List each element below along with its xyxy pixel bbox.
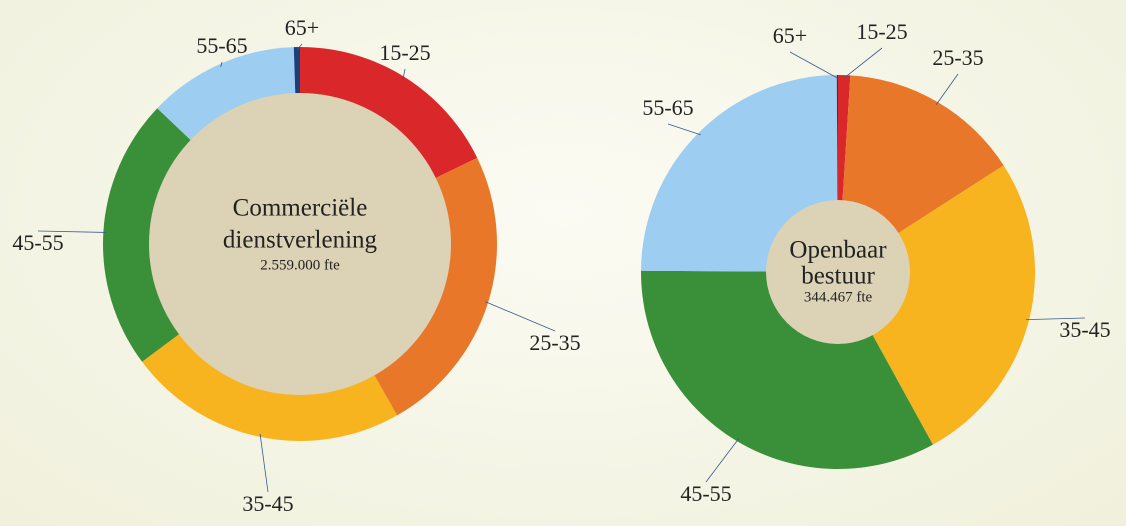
leader-line (1026, 317, 1086, 321)
center-disc (766, 200, 910, 344)
leader-line (296, 43, 303, 51)
center-label: Commerciële (233, 195, 368, 222)
slice-label: 55-65 (196, 33, 247, 58)
leader-line (220, 61, 223, 68)
leader-line (705, 438, 740, 483)
slice-label: 65+ (285, 15, 319, 40)
leader-line (485, 301, 556, 332)
slice-label: 25-35 (932, 45, 983, 70)
center-total: 344.467 fte (804, 289, 873, 305)
center-label: Openbaar (789, 237, 887, 264)
leader-line (935, 73, 959, 105)
slice-label: 65+ (773, 23, 807, 48)
leader-line (37, 230, 107, 233)
slice-label: 35-45 (242, 491, 293, 516)
leader-line (789, 51, 838, 79)
slice-label: 55-65 (642, 95, 693, 120)
slice (838, 165, 1035, 445)
center-label: dienstverlening (223, 227, 378, 254)
center-disc (149, 93, 451, 395)
leader-line (843, 47, 883, 79)
slice-label: 45-55 (12, 230, 63, 255)
center-label: bestuur (801, 263, 875, 290)
slice-label: 15-25 (379, 40, 430, 65)
leader-line (667, 123, 701, 136)
slice-label: 25-35 (529, 330, 580, 355)
leader-line (402, 68, 406, 80)
leader-line (259, 433, 269, 493)
center-total: 2.559.000 fte (260, 257, 340, 273)
slice-label: 35-45 (1059, 317, 1110, 342)
slice-label: 15-25 (856, 19, 907, 44)
slice-label: 45-55 (680, 481, 731, 506)
